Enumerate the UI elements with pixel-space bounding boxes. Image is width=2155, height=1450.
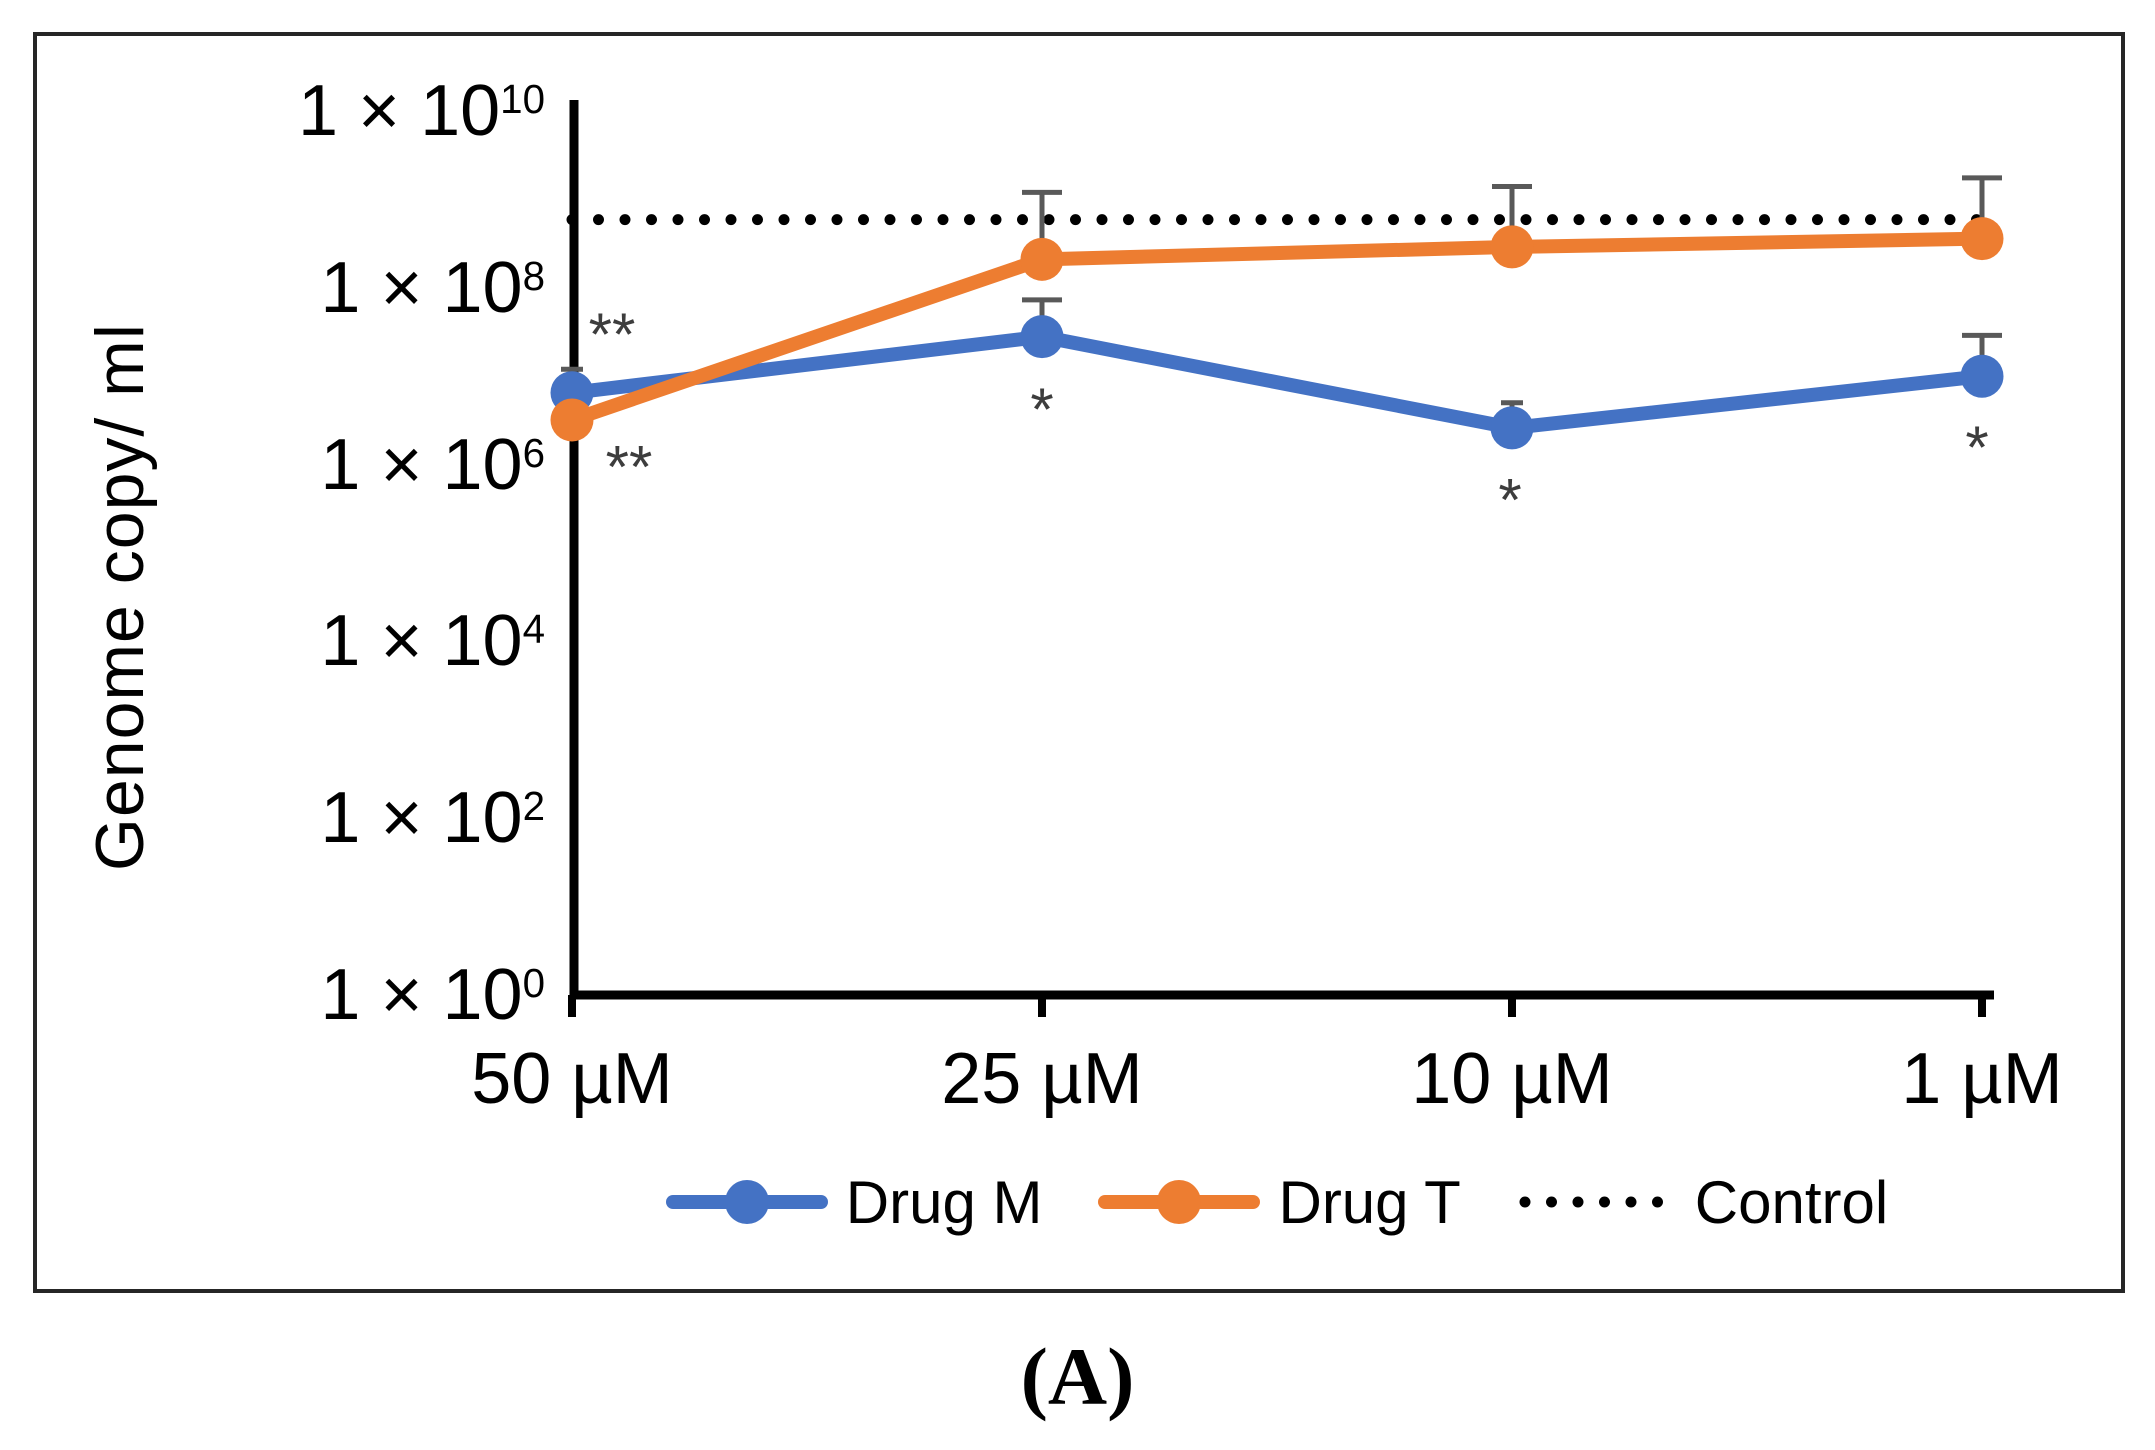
legend-marker-dot xyxy=(724,1180,769,1224)
data-point-drug-t xyxy=(1490,225,1534,269)
significance-asterisk: * xyxy=(1965,414,1988,481)
series-line-drug-m xyxy=(565,329,1989,435)
legend-entry-drug-t: Drug T xyxy=(1098,1168,1461,1237)
legend-label: Drug T xyxy=(1278,1168,1461,1236)
significance-asterisk: * xyxy=(1030,376,1053,443)
legend-line-marker-sample xyxy=(1098,1180,1261,1224)
legend-label: Control xyxy=(1694,1168,1889,1236)
legend-dotted-sample xyxy=(1519,1196,1665,1208)
x-tick-label: 10 µM xyxy=(1411,1039,1613,1119)
x-tick-label: 1 µM xyxy=(1901,1039,2063,1119)
data-point-drug-t xyxy=(550,398,594,442)
legend-label: Drug M xyxy=(845,1168,1043,1236)
x-tick-label: 50 µM xyxy=(471,1039,673,1119)
chart-legend: Drug M Drug T Control xyxy=(572,1152,1982,1252)
data-point-drug-t xyxy=(1020,237,1064,281)
y-tick-label: 1 × 100 xyxy=(320,955,545,1035)
y-axis-title: Genome copy/ ml xyxy=(82,323,158,871)
significance-asterisk: ** xyxy=(606,434,653,501)
legend-line-marker-sample xyxy=(665,1180,828,1224)
data-point-drug-m xyxy=(1490,406,1534,450)
data-point-drug-t xyxy=(1960,217,2004,261)
data-point-drug-m xyxy=(1020,315,1064,359)
y-tick-label: 1 × 102 xyxy=(320,778,545,859)
legend-entry-control: Control xyxy=(1517,1168,1888,1237)
y-tick-label: 1 × 1010 xyxy=(297,71,545,151)
figure-caption: (A) xyxy=(1020,1331,1135,1422)
series-line-drug-t xyxy=(565,231,1989,427)
y-tick-label: 1 × 106 xyxy=(320,424,545,505)
y-tick-label: 1 × 104 xyxy=(320,601,545,682)
legend-marker-dot xyxy=(1157,1180,1202,1224)
data-point-drug-m xyxy=(1960,354,2004,398)
significance-asterisk: * xyxy=(1498,466,1521,533)
y-tick-label: 1 × 108 xyxy=(320,247,545,328)
legend-entry-drug-m: Drug M xyxy=(665,1168,1043,1237)
significance-asterisk: ** xyxy=(589,301,636,368)
x-tick-label: 25 µM xyxy=(941,1039,1143,1119)
